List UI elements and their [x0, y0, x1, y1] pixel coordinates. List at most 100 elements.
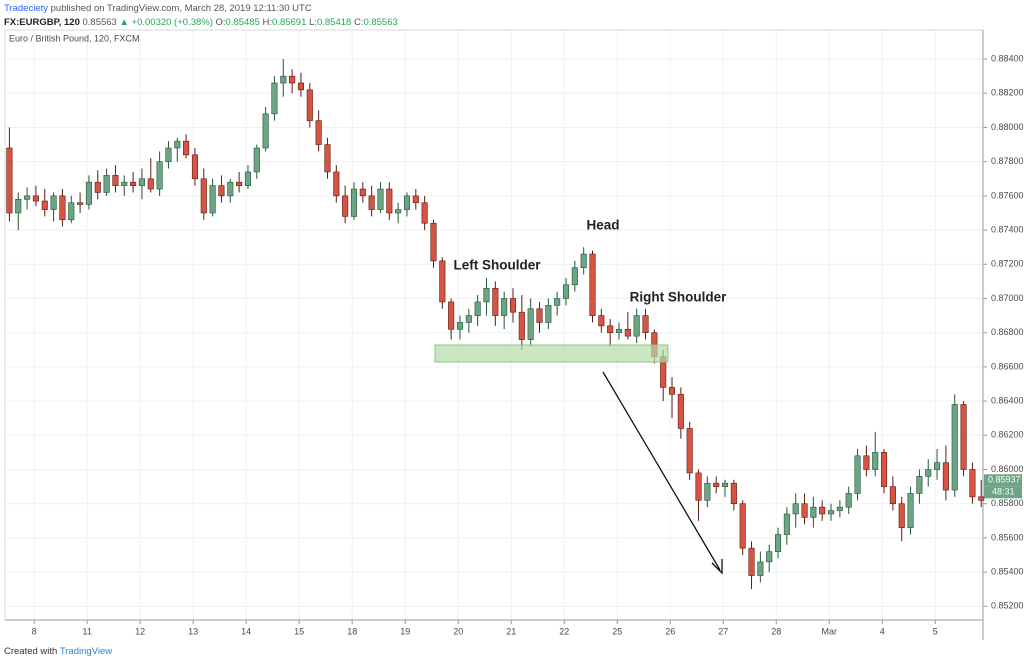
- countdown-label: 48:31: [992, 487, 1015, 497]
- candle-body: [518, 311, 525, 340]
- candle-body: [103, 175, 110, 193]
- y-tick-label: 0.88200: [991, 88, 1024, 98]
- candle-body: [492, 287, 499, 316]
- candle-body: [121, 181, 128, 186]
- candle-body: [430, 222, 437, 262]
- candle-body: [41, 200, 48, 210]
- candle-body: [183, 140, 190, 156]
- candle-body: [306, 89, 313, 121]
- y-tick-label: 0.85600: [991, 532, 1024, 542]
- c-label: C:: [353, 17, 364, 28]
- change-value: +0.00320 (+0.38%): [131, 17, 213, 28]
- candle-body: [695, 472, 702, 501]
- last-price-label: 0.85937: [988, 475, 1021, 485]
- plot-frame: [4, 29, 984, 621]
- candle-body: [951, 404, 958, 491]
- x-tick-label: 21: [506, 626, 516, 636]
- o-label: O:: [215, 17, 226, 28]
- candle-body: [377, 188, 384, 210]
- footer: Created with TradingView: [4, 646, 112, 657]
- x-tick-label: 25: [612, 626, 622, 636]
- chart: 0.85200 0.85400 0.85600 0.85800 0.86000 0.862…: [4, 29, 1024, 640]
- candle-body: [191, 154, 198, 180]
- candle-body: [386, 188, 393, 214]
- x-tick-label: 13: [188, 626, 198, 636]
- x-tick-label: 12: [135, 626, 145, 636]
- candle-body: [368, 195, 375, 210]
- candle-body: [509, 298, 517, 313]
- candle-body: [253, 147, 260, 173]
- candle-body: [156, 161, 163, 190]
- candle-body: [24, 195, 31, 200]
- candle-body: [713, 482, 720, 487]
- candle-body: [730, 482, 737, 505]
- h-value: 0.85691: [272, 17, 307, 28]
- candle-body: [456, 322, 464, 330]
- candle-body: [395, 209, 402, 214]
- arrow-line: [602, 371, 721, 571]
- candle-body: [412, 195, 419, 204]
- candle-body: [359, 188, 366, 197]
- candle-body: [854, 455, 861, 494]
- candle-body: [704, 482, 711, 501]
- x-tick-label: 18: [347, 626, 357, 636]
- candle-body: [200, 178, 207, 214]
- h-label: H:: [262, 17, 273, 28]
- candle-body: [289, 75, 296, 84]
- candle-body: [262, 113, 269, 149]
- candle-body: [836, 506, 843, 511]
- x-tick-label: 20: [453, 626, 463, 636]
- x-tick-label: 26: [665, 626, 675, 636]
- candle-body: [792, 503, 799, 515]
- x-tick-label: 8: [32, 626, 37, 636]
- candle-body: [501, 298, 508, 316]
- candle-body: [934, 462, 941, 470]
- candle-body: [209, 185, 216, 214]
- candle-body: [448, 301, 455, 330]
- candle-body: [403, 195, 411, 210]
- candle-body: [766, 551, 773, 563]
- x-tick-label: 22: [559, 626, 569, 636]
- y-tick-label: 0.85200: [991, 601, 1024, 611]
- x-tick-label: 15: [294, 626, 304, 636]
- candle-body: [465, 315, 472, 323]
- candle-body: [227, 181, 234, 197]
- y-tick-label: 0.87200: [991, 259, 1024, 269]
- l-label: L:: [309, 17, 317, 28]
- candle-body: [138, 178, 145, 186]
- x-tick-label: 14: [241, 626, 251, 636]
- y-tick-label: 0.87800: [991, 156, 1024, 166]
- candle-body: [218, 185, 225, 197]
- candle-body: [545, 305, 552, 323]
- c-value: 0.85563: [363, 17, 398, 28]
- x-tick-label: 4: [880, 626, 885, 636]
- candle-body: [174, 140, 181, 149]
- candle-body: [6, 147, 13, 214]
- published: published on TradingView.com, March 28, …: [50, 3, 312, 14]
- candle-body: [297, 82, 305, 91]
- candle-body: [15, 199, 22, 214]
- y-tick-label: 0.88000: [991, 122, 1024, 132]
- arrow-head: [711, 559, 723, 575]
- y-tick-label: 0.85800: [991, 498, 1024, 508]
- x-tick-label: 19: [400, 626, 410, 636]
- candle-body: [757, 561, 764, 576]
- candle-body: [483, 287, 490, 303]
- publish-line: Tradeciety published on TradingView.com,…: [4, 2, 398, 16]
- header: Tradeciety published on TradingView.com,…: [4, 2, 398, 30]
- candle-body: [889, 486, 896, 505]
- y-tick-label: 0.86400: [991, 395, 1024, 405]
- quote-line: FX:EURGBP, 120 0.85563 ▲ +0.00320 (+0.38…: [4, 16, 398, 30]
- y-tick-label: 0.87600: [991, 190, 1024, 200]
- candle-body: [324, 144, 331, 173]
- symbol: FX:EURGBP, 120: [4, 17, 80, 28]
- candle-body: [686, 428, 693, 474]
- y-tick-label: 0.87400: [991, 224, 1024, 234]
- candle-body: [165, 147, 172, 162]
- candle-body: [333, 171, 340, 197]
- neckline-zone: [434, 344, 669, 363]
- annotation: Left Shoulder: [454, 258, 542, 273]
- annotation: Head: [586, 218, 619, 233]
- candle-body: [474, 301, 481, 316]
